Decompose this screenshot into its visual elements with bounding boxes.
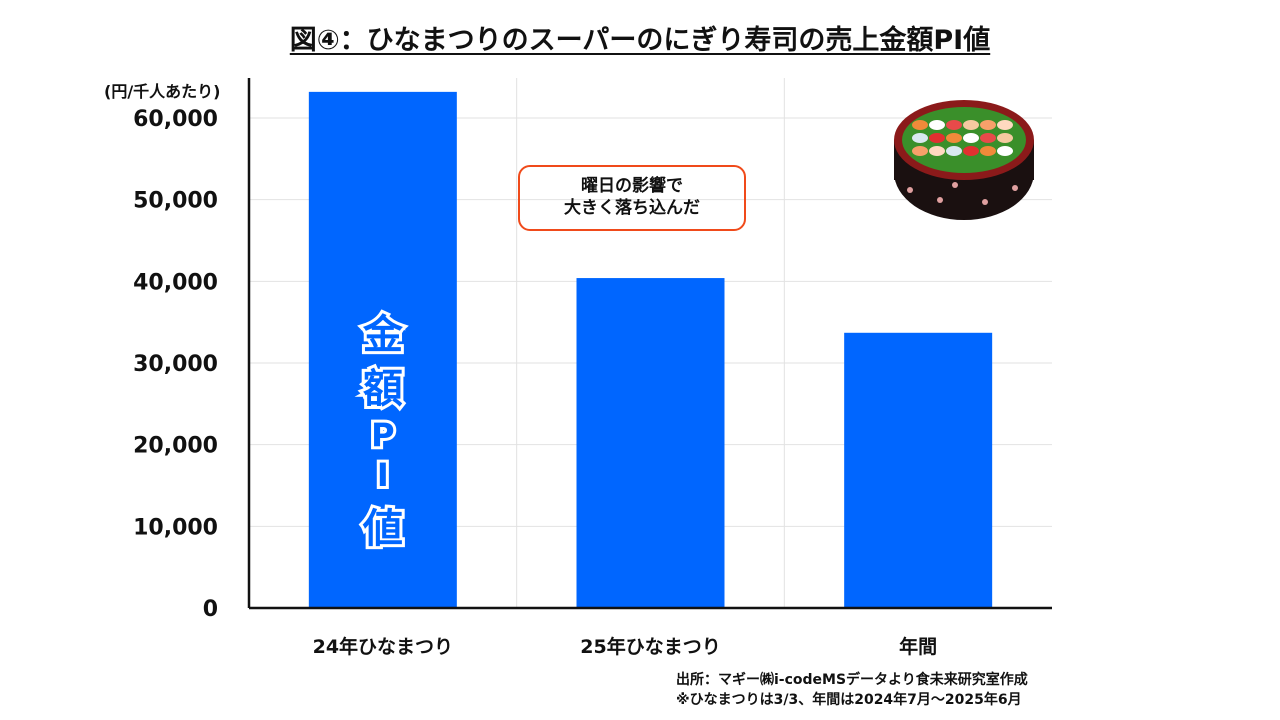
- y-tick-label: 0: [203, 597, 218, 622]
- y-axis-unit-label: (円/千人あたり): [104, 82, 221, 101]
- callout-line-2: 大きく落ち込んだ: [564, 198, 700, 218]
- bar-annotation-char: I: [377, 456, 389, 494]
- chart-title: 図④：ひなまつりのスーパーのにぎり寿司の売上金額PI値: [289, 25, 991, 56]
- bar-annotation-char: 値: [362, 506, 403, 552]
- y-tick-label: 10,000: [133, 515, 218, 540]
- y-tick-label: 50,000: [133, 189, 218, 214]
- bar-annotation-char: P: [371, 416, 394, 454]
- y-tick-label: 30,000: [133, 352, 218, 377]
- y-tick-label: 40,000: [133, 270, 218, 295]
- y-tick-label: 60,000: [133, 107, 218, 132]
- callout-line-1: 曜日の影響で: [581, 176, 683, 196]
- source-note: 出所：マギー㈱i-codeMSデータより食未来研究室作成 ※ひなまつりは3/3、…: [676, 670, 1028, 710]
- bar-2: [576, 278, 725, 608]
- sushi-box-icon: [894, 100, 1034, 220]
- x-tick-label: 24年ひなまつり: [313, 635, 453, 658]
- x-tick-label: 25年ひなまつり: [580, 635, 720, 658]
- callout-box: 曜日の影響で 大きく落ち込んだ: [518, 165, 746, 231]
- bar-annotation-char: 金: [362, 312, 404, 358]
- x-tick-label: 年間: [899, 635, 937, 658]
- bar-annotation-char: 額: [363, 366, 403, 412]
- bar-3: [844, 332, 993, 608]
- source-line-2: ※ひなまつりは3/3、年間は2024年7月～2025年6月: [676, 692, 1022, 708]
- bar-1: [308, 91, 457, 608]
- y-tick-label: 20,000: [133, 434, 218, 459]
- source-line-1: 出所：マギー㈱i-codeMSデータより食未来研究室作成: [676, 672, 1028, 688]
